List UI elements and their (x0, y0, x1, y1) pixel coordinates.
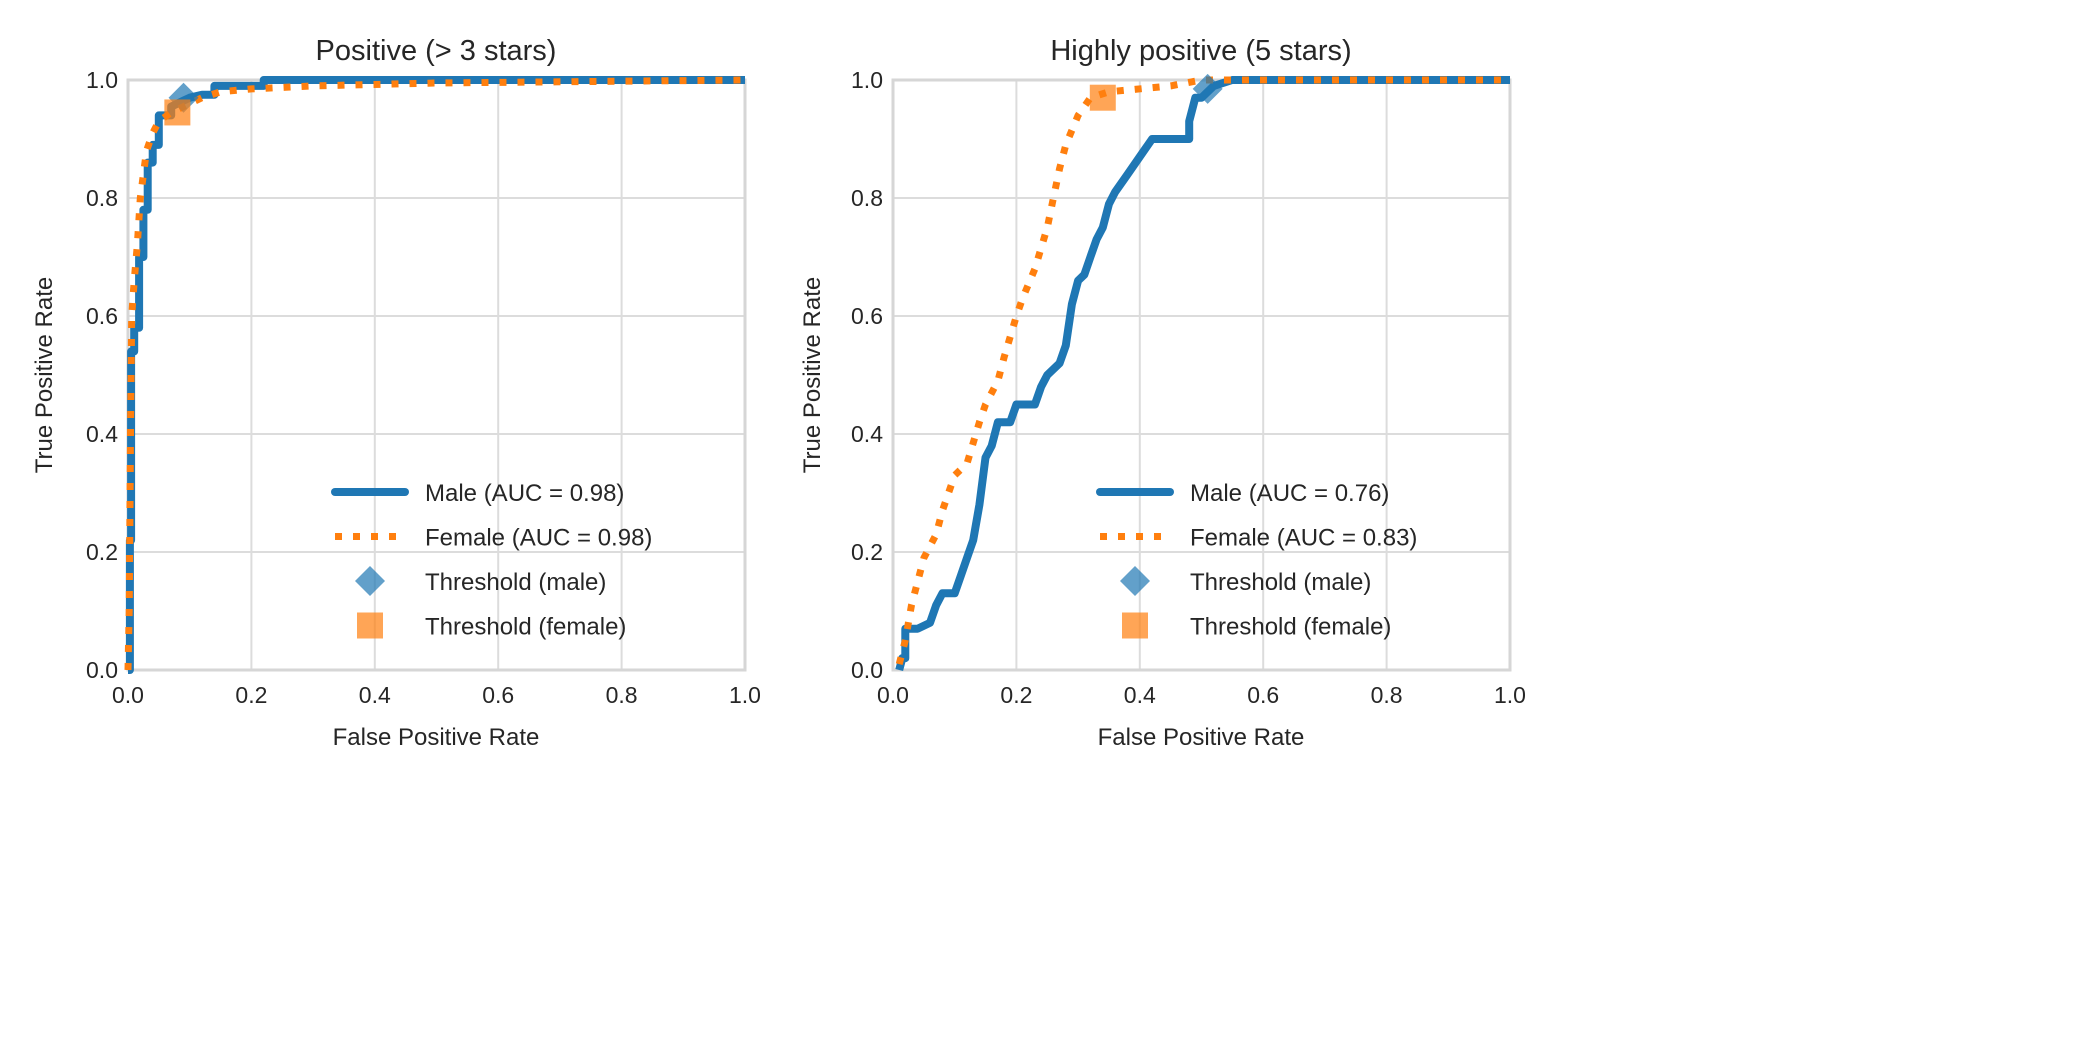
y-tick-label: 0.6 (86, 303, 118, 329)
x-tick-label: 1.0 (1494, 682, 1526, 708)
panel-title: Positive (> 3 stars) (316, 35, 557, 67)
y-tick-label: 0.2 (86, 539, 118, 565)
x-tick-label: 0.2 (235, 682, 267, 708)
y-tick-label: 0.8 (851, 185, 883, 211)
roc-panel-positive: Positive (> 3 stars) False Positive Rate… (31, 35, 761, 751)
x-tick-label: 0.4 (359, 682, 391, 708)
x-tick-label: 0.2 (1000, 682, 1032, 708)
threshold-male-marker (1192, 73, 1223, 104)
y-tick-label: 0.2 (851, 539, 883, 565)
x-tick-label: 0.4 (1124, 682, 1156, 708)
legend-label: Threshold (male) (1190, 569, 1371, 596)
x-axis-label: False Positive Rate (1098, 724, 1305, 751)
legend-label: Female (AUC = 0.83) (1190, 525, 1417, 552)
legend-square-icon (1122, 612, 1148, 639)
x-tick-label: 0.6 (1247, 682, 1279, 708)
y-axis-label: True Positive Rate (31, 277, 58, 474)
legend-diamond-icon (355, 566, 385, 596)
legend-label: Male (AUC = 0.98) (425, 480, 624, 507)
y-axis-label: True Positive Rate (799, 277, 826, 474)
x-tick-label: 0.0 (112, 682, 144, 708)
y-tick-label: 0.4 (851, 421, 883, 447)
legend: Male (AUC = 0.76) Female (AUC = 0.83) Thre… (1096, 480, 1417, 641)
x-tick-label: 0.6 (482, 682, 514, 708)
y-tick-label: 0.8 (86, 185, 118, 211)
y-tick-label: 1.0 (86, 67, 118, 93)
y-tick-label: 0.6 (851, 303, 883, 329)
y-tick-label: 0.4 (86, 421, 118, 447)
x-tick-label: 0.8 (1371, 682, 1403, 708)
x-axis-label: False Positive Rate (333, 724, 540, 751)
y-tick-label: 0.0 (851, 657, 883, 683)
x-tick-label: 0.8 (606, 682, 638, 708)
legend-label: Threshold (female) (1190, 614, 1391, 641)
panel-title: Highly positive (5 stars) (1050, 35, 1351, 67)
y-tick-label: 0.0 (86, 657, 118, 683)
threshold-female-marker (164, 99, 191, 126)
threshold-female-marker (1089, 84, 1116, 111)
roc-panel-highly-positive: Highly positive (5 stars) False Positive… (799, 35, 1526, 751)
plot-frame (891, 78, 1512, 672)
x-tick-label: 0.0 (877, 682, 909, 708)
female-roc-curve (895, 76, 1510, 665)
legend-diamond-icon (1120, 566, 1150, 596)
legend-label: Threshold (male) (425, 569, 606, 596)
legend: Male (AUC = 0.98) Female (AUC = 0.98) Thre… (331, 480, 652, 641)
legend-label: Female (AUC = 0.98) (425, 525, 652, 552)
y-tick-label: 1.0 (851, 67, 883, 93)
x-tick-label: 1.0 (729, 682, 761, 708)
male-roc-curve (895, 76, 1510, 672)
legend-square-icon (357, 612, 383, 639)
male-roc-curve (125, 76, 745, 674)
legend-label: Threshold (female) (425, 614, 626, 641)
legend-label: Male (AUC = 0.76) (1190, 480, 1389, 507)
female-roc-curve (124, 76, 746, 671)
